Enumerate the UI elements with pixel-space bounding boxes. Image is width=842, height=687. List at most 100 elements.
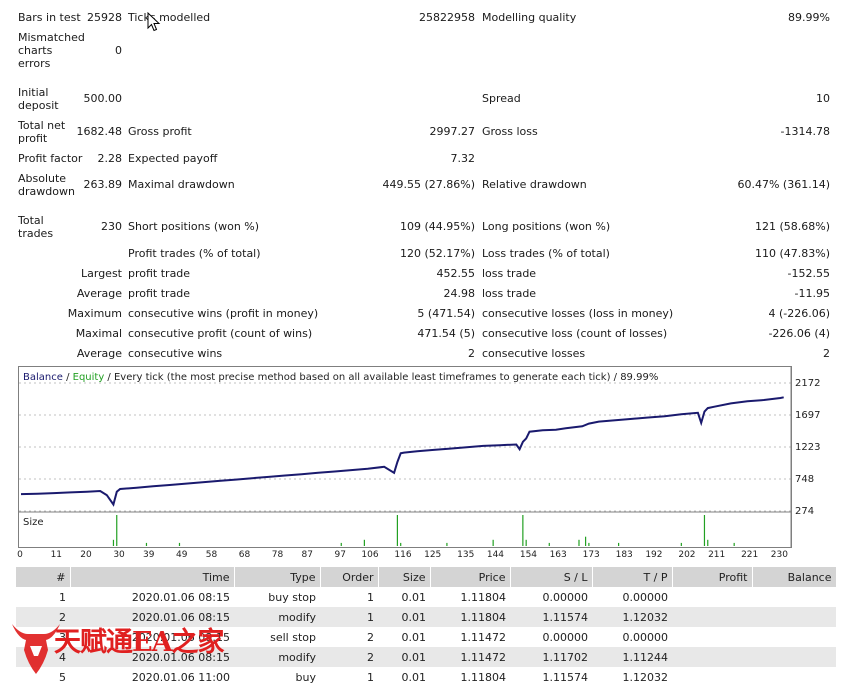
cell-profit [672, 587, 752, 607]
expected-payoff-label: Expected payoff [128, 152, 218, 165]
table-row[interactable]: 2 2020.01.06 08:15 modify 1 0.01 1.11804… [16, 607, 836, 627]
cell-order: 2 [367, 630, 374, 644]
balance-chart: Balance / Equity / Every tick (the most … [18, 366, 792, 548]
cell-size: 0.01 [378, 607, 430, 627]
cell-size: 0.01 [378, 647, 430, 667]
ticks-modelled-value: 25822958 [419, 11, 475, 24]
cell-tp: 0.00000 [622, 630, 669, 644]
cell-order: 1 [367, 670, 374, 684]
cell-type: modify [234, 607, 320, 627]
cell-tp: 1.11244 [592, 647, 672, 667]
col-header-profit[interactable]: Profit [672, 567, 753, 587]
maximal-consecutive-profit-label: consecutive profit (count of wins) [128, 327, 313, 340]
maximal-label: Maximal [75, 327, 122, 340]
cell-price: 1.11472 [430, 647, 510, 667]
spread-label: Spread [482, 92, 521, 105]
legend-separator: / [63, 372, 73, 383]
maximal-consecutive-loss-value: -226.06 (4) [768, 327, 830, 340]
x-tick-label: 87 [302, 550, 313, 560]
col-header-size[interactable]: Size [378, 567, 431, 587]
y-tick-label: 2172 [795, 378, 820, 389]
cell-balance [752, 647, 836, 667]
x-tick-label: 97 [335, 550, 346, 560]
volume-label: Size [23, 517, 44, 528]
cell-type: buy [295, 670, 316, 684]
cell-balance [752, 607, 836, 627]
total-trades-label: Total trades [18, 214, 54, 240]
loss-trades-label: Loss trades (% of total) [482, 247, 610, 260]
x-tick-label: 125 [424, 550, 441, 560]
col-header-type[interactable]: Type [234, 567, 321, 587]
cell-number: 5 [59, 670, 66, 684]
x-tick-label: 221 [741, 550, 758, 560]
y-axis-labels: 2172 1697 1223 748 274 [795, 378, 820, 517]
col-header-price[interactable]: Price [430, 567, 511, 587]
svg-text:Balance / Equity / Every tick: Balance / Equity / Every tick (the most … [23, 372, 658, 383]
total-net-profit-label: Total net profit [18, 119, 66, 145]
table-row[interactable]: 5 2020.01.06 11:00 buy 1 0.01 1.11804 1.… [16, 667, 836, 687]
col-header-sl[interactable]: S / L [510, 567, 593, 587]
cell-sl: 1.11702 [510, 647, 592, 667]
max-consecutive-wins-label: consecutive wins (profit in money) [128, 307, 319, 320]
cell-tp: 1.12032 [592, 607, 672, 627]
gross-loss-value: -1314.78 [780, 125, 830, 138]
legend-equity: Equity [73, 372, 105, 383]
cell-balance [752, 667, 836, 687]
y-tick-label: 748 [795, 474, 814, 485]
table-row[interactable]: 4 2020.01.06 08:15 modify 2 0.01 1.11472… [16, 647, 836, 667]
ticks-modelled-label: Ticks modelled [128, 11, 211, 24]
cell-profit [672, 607, 752, 627]
cell-order: 2 [320, 647, 378, 667]
cell-profit [672, 627, 752, 647]
y-tick-label: 274 [795, 506, 814, 517]
mouse-cursor-icon [147, 12, 161, 32]
x-tick-label: 39 [143, 550, 155, 560]
x-tick-label: 144 [487, 550, 504, 560]
legend-description: / Every tick (the most precise method ba… [104, 372, 658, 383]
y-tick-label: 1223 [795, 442, 820, 453]
cell-price: 1.11804 [460, 670, 507, 684]
maximum-label: Maximum [67, 307, 122, 320]
cell-sl: 0.00000 [542, 590, 589, 604]
x-tick-label: 49 [176, 550, 188, 560]
cell-order: 1 [367, 590, 374, 604]
cell-price: 1.11804 [430, 607, 510, 627]
cell-tp: 0.00000 [622, 590, 669, 604]
col-header-order[interactable]: Order [320, 567, 379, 587]
cell-size: 0.01 [401, 670, 427, 684]
average-loss-value: -11.95 [794, 287, 830, 300]
gross-profit-label: Gross profit [128, 125, 192, 138]
max-consecutive-wins-value: 5 (471.54) [417, 307, 475, 320]
modelling-quality-value: 89.99% [788, 11, 830, 24]
legend-balance: Balance [23, 372, 63, 383]
col-header-number[interactable]: # [16, 567, 71, 587]
bull-logo-watermark-icon [12, 624, 60, 674]
balance-chart-svg: Balance / Equity / Every tick (the most … [19, 367, 791, 547]
cell-time: 2020.01.06 08:15 [131, 630, 230, 644]
absolute-drawdown-value: 263.89 [83, 178, 123, 191]
cell-profit [672, 647, 752, 667]
short-positions-value: 109 (44.95%) [399, 220, 475, 233]
col-header-tp[interactable]: T / P [592, 567, 673, 587]
bars-in-test-label: Bars in test [18, 11, 81, 24]
maximal-drawdown-label: Maximal drawdown [128, 178, 235, 191]
x-tick-label: 106 [361, 550, 378, 560]
largest-profit-value: 452.55 [436, 267, 476, 280]
cell-number: 1 [59, 590, 66, 604]
table-row[interactable]: 3 2020.01.06 08:15 sell stop 2 0.01 1.11… [16, 627, 836, 647]
cell-sl: 1.11574 [542, 670, 589, 684]
short-positions-label: Short positions (won %) [128, 220, 260, 233]
trades-table: # Time Type Order Size Price S / L T / P… [16, 567, 837, 687]
gross-profit-value: 2997.27 [429, 125, 476, 138]
table-row[interactable]: 1 2020.01.06 08:15 buy stop 1 0.01 1.118… [16, 587, 836, 607]
col-header-time[interactable]: Time [70, 567, 235, 587]
cell-time: 2020.01.06 08:15 [70, 647, 234, 667]
bars-in-test-value: 25928 [87, 11, 122, 24]
modelling-quality-label: Modelling quality [482, 11, 577, 24]
col-header-balance[interactable]: Balance [752, 567, 837, 587]
x-tick-label: 20 [80, 550, 92, 560]
largest-loss-label: loss trade [482, 267, 537, 280]
cell-balance [752, 627, 836, 647]
cell-number: 3 [59, 630, 66, 644]
long-positions-label: Long positions (won %) [482, 220, 611, 233]
